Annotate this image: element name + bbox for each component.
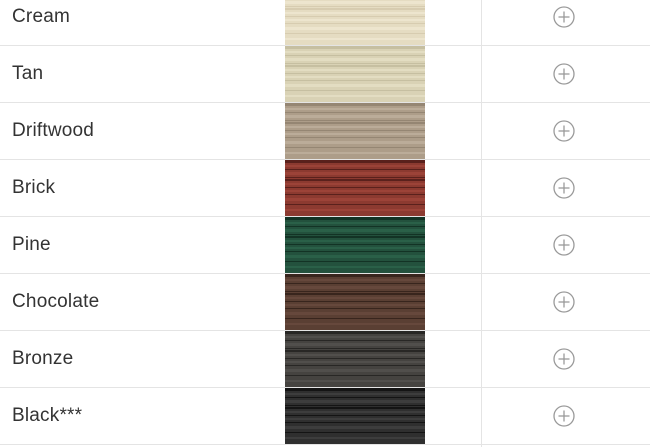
color-row: Cream [0, 0, 650, 46]
color-name: Bronze [12, 348, 74, 369]
add-color-button[interactable] [553, 120, 575, 142]
color-name: Brick [12, 177, 56, 198]
color-name: Pine [12, 234, 51, 255]
color-row: Driftwood [0, 103, 650, 160]
color-swatch [285, 331, 425, 387]
plus-circle-icon [553, 120, 575, 142]
add-color-button[interactable] [553, 405, 575, 427]
color-swatch [285, 0, 425, 45]
color-name: Driftwood [12, 120, 95, 141]
plus-circle-icon [553, 405, 575, 427]
color-name: Black*** [12, 405, 83, 426]
add-color-button[interactable] [553, 177, 575, 199]
add-color-button[interactable] [553, 234, 575, 256]
add-color-button[interactable] [553, 6, 575, 28]
color-row: Bronze [0, 331, 650, 388]
column-divider [481, 0, 482, 447]
add-color-button[interactable] [553, 291, 575, 313]
color-swatch [285, 274, 425, 330]
color-row: Tan [0, 46, 650, 103]
color-row: Chocolate [0, 274, 650, 331]
plus-circle-icon [553, 6, 575, 28]
color-name: Chocolate [12, 291, 100, 312]
color-row: Black*** [0, 388, 650, 445]
plus-circle-icon [553, 63, 575, 85]
add-color-button[interactable] [553, 63, 575, 85]
plus-circle-icon [553, 291, 575, 313]
color-swatch [285, 160, 425, 216]
plus-circle-icon [553, 348, 575, 370]
color-swatch [285, 388, 425, 444]
color-row: Pine [0, 217, 650, 274]
color-name: Tan [12, 63, 44, 84]
color-swatch [285, 217, 425, 273]
add-color-button[interactable] [553, 348, 575, 370]
plus-circle-icon [553, 234, 575, 256]
color-swatch [285, 103, 425, 159]
color-row: Brick [0, 160, 650, 217]
plus-circle-icon [553, 177, 575, 199]
color-swatch [285, 46, 425, 102]
color-name: Cream [12, 6, 71, 27]
